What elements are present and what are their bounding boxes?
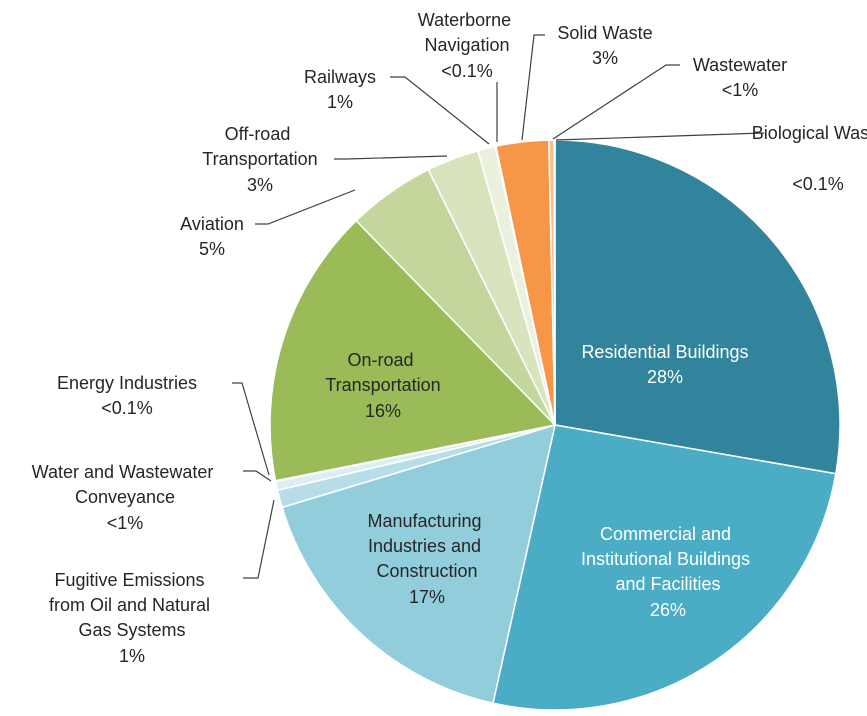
slice-value-label: 26% bbox=[650, 600, 686, 620]
leader-line bbox=[390, 76, 490, 145]
leader-line bbox=[232, 382, 270, 476]
leader-line bbox=[243, 470, 272, 482]
slice-label: Residential Buildings bbox=[581, 342, 748, 362]
slice-value-label: 5% bbox=[199, 239, 225, 259]
leader-line bbox=[255, 189, 356, 225]
slice-value-label: 3% bbox=[247, 175, 273, 195]
leader-line bbox=[243, 499, 275, 579]
slice-value-label: 28% bbox=[647, 367, 683, 387]
slice-value-label: <1% bbox=[722, 80, 759, 100]
leader-line bbox=[521, 34, 545, 141]
slice-label: Water and Wastewater Conveyance bbox=[32, 462, 219, 507]
slice-label: Solid Waste bbox=[557, 23, 652, 43]
slice-value-label: <0.1% bbox=[441, 61, 493, 81]
slice-value-label: <0.1% bbox=[792, 174, 844, 194]
leader-line bbox=[334, 155, 448, 160]
pie-slice bbox=[281, 423, 557, 705]
slice-label: Aviation bbox=[180, 214, 244, 234]
leader-line bbox=[552, 64, 680, 140]
slice-value-label: 3% bbox=[592, 48, 618, 68]
slice-value-label: 17% bbox=[409, 587, 445, 607]
slice-label: Railways bbox=[304, 67, 376, 87]
slice-value-label: <0.1% bbox=[101, 398, 153, 418]
slice-label: Manufacturing Industries and Constructio… bbox=[367, 511, 486, 581]
slice-label: Off-road Transportation bbox=[202, 124, 317, 169]
pie-slice bbox=[554, 139, 841, 475]
slice-label: Fugitive Emissions from Oil and Natural … bbox=[49, 570, 215, 640]
slice-value-label: 16% bbox=[365, 401, 401, 421]
pie-slice bbox=[269, 219, 557, 482]
slice-value-label: 1% bbox=[327, 92, 353, 112]
pie-slice bbox=[553, 139, 556, 426]
slice-value-label: 1% bbox=[119, 646, 145, 666]
pie-slice bbox=[492, 424, 837, 711]
slice-value-label: <1% bbox=[107, 513, 144, 533]
slice-label: Wastewater bbox=[693, 55, 787, 75]
slice-label: Biological Waste bbox=[752, 123, 867, 143]
slice-label: Waterborne Navigation bbox=[418, 10, 516, 55]
leader-line bbox=[555, 132, 765, 141]
slice-label: Energy Industries bbox=[57, 373, 197, 393]
slice-label: Commercial and Institutional Buildings a… bbox=[581, 524, 755, 594]
slice-label: On-road Transportation bbox=[325, 350, 440, 395]
